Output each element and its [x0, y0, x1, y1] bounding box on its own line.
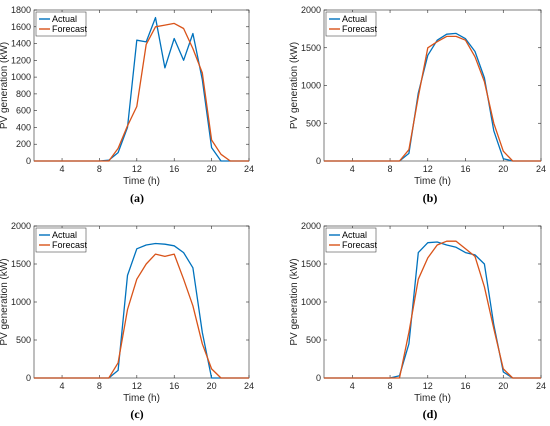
series-line-forecast [324, 35, 541, 162]
x-tick-label: 20 [207, 381, 217, 391]
y-tick-label: 500 [306, 335, 321, 345]
y-tick-label: 1000 [301, 81, 321, 91]
legend-label: Actual [52, 14, 77, 24]
y-tick-label: 2000 [11, 221, 31, 231]
x-axis-label: Time (h) [414, 393, 451, 404]
y-tick-label: 1400 [11, 39, 31, 49]
x-tick-label: 24 [536, 381, 546, 391]
x-tick-label: 16 [461, 164, 471, 174]
legend-box [35, 11, 87, 37]
panel-caption: (b) [423, 191, 438, 205]
y-axis-label: PV generation (kW) [0, 42, 10, 129]
x-tick-label: 16 [461, 381, 471, 391]
x-tick-label: 20 [498, 164, 508, 174]
y-tick-label: 400 [16, 122, 31, 132]
x-tick-label: 4 [60, 381, 65, 391]
x-tick-label: 24 [536, 164, 546, 174]
x-tick-label: 12 [423, 164, 433, 174]
y-tick-label: 0 [316, 156, 321, 166]
x-tick-label: 12 [423, 381, 433, 391]
y-tick-label: 0 [26, 156, 31, 166]
y-tick-label: 500 [306, 118, 321, 128]
y-tick-label: 0 [26, 373, 31, 383]
y-axis-label: PV generation (kW) [289, 258, 300, 345]
chart-panel-3: 4 8 12 16 20 24 0 500 1000 1500 2000 Time (h) PV gen… [0, 221, 254, 421]
x-tick-label: 20 [207, 164, 217, 174]
x-tick-label: 12 [132, 164, 142, 174]
x-tick-label: 4 [60, 164, 65, 174]
x-tick-label: 8 [97, 164, 102, 174]
y-tick-label: 600 [16, 106, 31, 116]
x-tick-label: 24 [244, 164, 254, 174]
y-tick-label: 0 [316, 373, 321, 383]
y-tick-label: 1500 [301, 259, 321, 269]
y-tick-label: 1500 [11, 259, 31, 269]
x-tick-label: 24 [244, 381, 254, 391]
x-tick-label: 8 [388, 164, 393, 174]
y-tick-label: 1000 [301, 297, 321, 307]
chart-panel-1: 4 8 12 16 20 24 0 200 400 600 800 1000 1200 1400 1600 1… [0, 5, 254, 205]
x-axis-label: Time (h) [123, 393, 160, 404]
legend-label: Forecast [342, 240, 378, 250]
series-line-forecast [34, 22, 249, 162]
x-tick-label: 8 [388, 381, 393, 391]
chart-panel-2: 4 8 12 16 20 24 0 500 1000 1500 2000 Time (h) PV gen… [289, 5, 546, 205]
y-tick-label: 2000 [301, 221, 321, 231]
legend-label: Forecast [52, 240, 88, 250]
y-tick-label: 1500 [301, 43, 321, 53]
y-tick-label: 500 [16, 335, 31, 345]
x-tick-label: 16 [169, 381, 179, 391]
x-tick-label: 20 [498, 381, 508, 391]
x-tick-label: 16 [169, 164, 179, 174]
series-line-forecast [324, 240, 541, 379]
legend-box [35, 227, 87, 253]
y-tick-label: 1600 [11, 22, 31, 32]
legend-box [325, 11, 377, 37]
y-tick-label: 1000 [11, 72, 31, 82]
x-axis-label: Time (h) [123, 176, 160, 187]
panel-caption: (d) [423, 407, 438, 421]
y-axis-label: PV generation (kW) [0, 258, 10, 345]
y-axis-label: PV generation (kW) [289, 42, 300, 129]
legend-label: Actual [52, 230, 77, 240]
panel-caption: (a) [130, 191, 144, 205]
x-axis-label: Time (h) [414, 176, 451, 187]
y-tick-label: 800 [16, 89, 31, 99]
x-tick-label: 4 [350, 164, 355, 174]
legend-label: Forecast [342, 24, 378, 34]
series-line-forecast [34, 253, 249, 379]
x-tick-label: 12 [132, 381, 142, 391]
y-tick-label: 1200 [11, 55, 31, 65]
y-tick-label: 2000 [301, 5, 321, 15]
y-tick-label: 1800 [11, 5, 31, 15]
chart-panel-4: 4 8 12 16 20 24 0 500 1000 1500 2000 Time (h) PV gen… [289, 221, 546, 421]
x-tick-label: 4 [350, 381, 355, 391]
legend-label: Actual [342, 14, 367, 24]
legend-label: Forecast [52, 24, 88, 34]
legend-box [325, 227, 377, 253]
y-tick-label: 1000 [11, 297, 31, 307]
legend-label: Actual [342, 230, 367, 240]
y-tick-label: 200 [16, 139, 31, 149]
panel-caption: (c) [130, 407, 143, 421]
x-tick-label: 8 [97, 381, 102, 391]
